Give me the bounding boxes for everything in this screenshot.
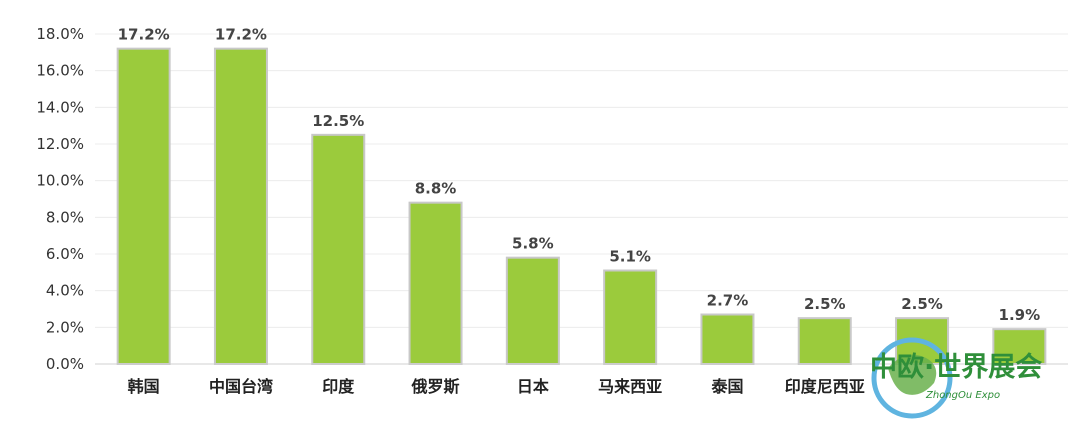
y-tick-label: 2.0% [46, 318, 84, 336]
y-tick-label: 6.0% [46, 245, 84, 263]
x-tick-label: 俄罗斯 [411, 377, 460, 396]
y-axis: 0.0% 2.0% 4.0% 6.0% 8.0% 10.0% 12.0% 14.0% 16.0%… [36, 25, 84, 373]
y-tick-label: 0.0% [46, 355, 84, 373]
bar [603, 269, 658, 365]
data-label: 2.7% [707, 292, 749, 310]
x-tick-label: 韩国 [128, 377, 160, 396]
bar [311, 133, 366, 365]
data-label: 17.2% [215, 26, 267, 44]
bar [116, 47, 171, 366]
bar [505, 256, 560, 365]
bars: 17.2% 17.2% 12.5% 8.8% 5.8% 5.1% 2.7% 2.5% 2.5% 1… [116, 26, 1047, 366]
bar [797, 317, 852, 365]
y-tick-label: 8.0% [46, 208, 84, 226]
data-label: 5.1% [609, 248, 651, 266]
data-label: 1.9% [999, 306, 1041, 324]
bar [213, 47, 268, 366]
watermark-title: 中欧·世界展会 [870, 352, 1042, 383]
x-tick-label: 日本 [517, 377, 549, 396]
x-tick-label: 泰国 [710, 377, 743, 396]
data-label: 2.5% [901, 295, 943, 313]
x-axis: 韩国 中国台湾 印度 俄罗斯 日本 马来西亚 泰国 印度尼西亚 [95, 363, 1068, 396]
globe-icon [871, 337, 953, 419]
bar [700, 313, 755, 365]
x-tick-label: 中国台湾 [209, 377, 273, 396]
data-label: 8.8% [415, 180, 457, 198]
watermark-subtitle: ZhongOu Expo [925, 390, 1000, 401]
x-tick-label: 马来西亚 [598, 377, 662, 396]
data-label: 5.8% [512, 235, 554, 253]
x-tick-label: 印度 [322, 377, 355, 396]
y-tick-label: 10.0% [36, 172, 84, 190]
bar [408, 201, 463, 365]
watermark-logo: 中欧·世界展会 ZhongOu Expo [870, 337, 1042, 419]
y-tick-label: 16.0% [36, 62, 84, 80]
bar [992, 328, 1047, 365]
y-tick-label: 14.0% [36, 98, 84, 116]
x-tick-label: 印度尼西亚 [785, 377, 865, 396]
y-tick-label: 18.0% [36, 25, 84, 43]
data-label: 12.5% [312, 112, 364, 130]
data-label: 17.2% [118, 26, 170, 44]
y-tick-label: 4.0% [46, 282, 84, 300]
data-label: 2.5% [804, 295, 846, 313]
y-tick-label: 12.0% [36, 135, 84, 153]
